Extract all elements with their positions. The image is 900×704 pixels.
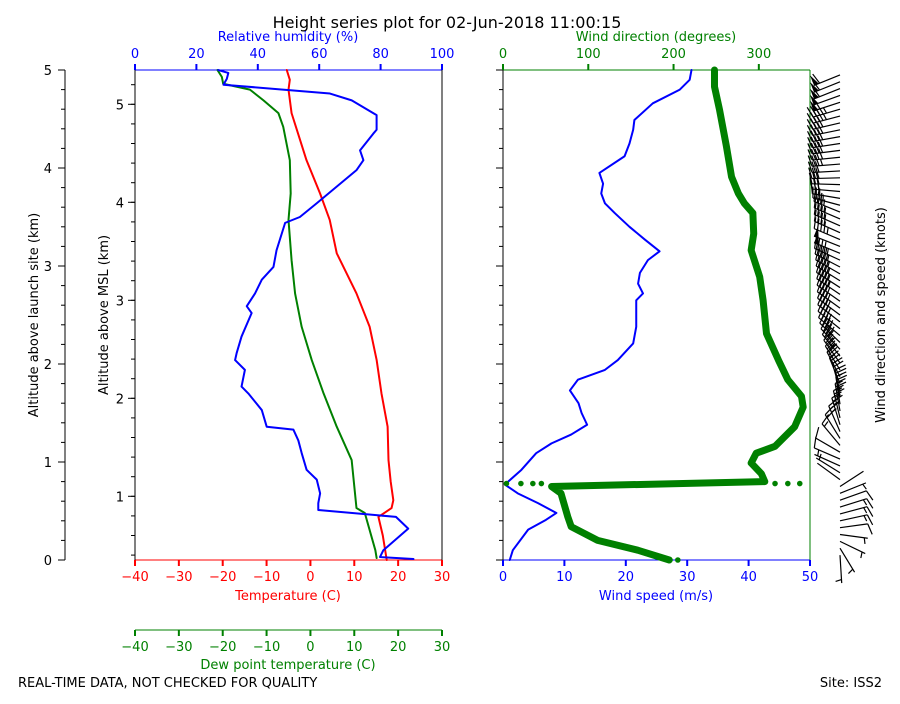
msl-tick-label: 4 bbox=[116, 196, 124, 211]
dewpoint-tick-label: −30 bbox=[165, 640, 192, 655]
wind-barb-full bbox=[867, 515, 872, 525]
wind-barb-half bbox=[864, 508, 867, 513]
wind-direction-point bbox=[772, 481, 778, 487]
wind-speed-tick-label: 20 bbox=[618, 570, 635, 585]
temperature-tick-label: 20 bbox=[390, 570, 407, 585]
temperature-tick-label: 10 bbox=[346, 570, 363, 585]
wind-direction-tick-label: 300 bbox=[746, 47, 771, 62]
rh-tick-label: 80 bbox=[372, 47, 389, 62]
dewpoint-line bbox=[217, 70, 376, 558]
rh-tick-label: 40 bbox=[250, 47, 267, 62]
wind-barb-half bbox=[827, 228, 828, 234]
rh-line bbox=[218, 70, 413, 559]
wind-direction-line bbox=[552, 70, 804, 560]
wind-barb-staff bbox=[840, 507, 867, 514]
dewpoint-tick-label: −20 bbox=[209, 640, 236, 655]
wind-barb-half bbox=[848, 569, 852, 573]
wind-speed-tick-label: 0 bbox=[499, 570, 507, 585]
wind-barb-half bbox=[864, 538, 865, 544]
wind-barb-full bbox=[868, 524, 872, 534]
wind-direction-tick-label: 200 bbox=[661, 47, 686, 62]
wind-barb-half bbox=[861, 552, 862, 558]
ylabel-msl: Altitude above MSL (km) bbox=[97, 235, 112, 395]
wind-direction-point bbox=[539, 481, 545, 487]
dewpoint-tick-label: −40 bbox=[121, 640, 148, 655]
wind-barb-half bbox=[818, 450, 819, 456]
temperature-tick-label: 0 bbox=[306, 570, 314, 585]
msl-tick-label: 1 bbox=[116, 490, 124, 505]
wind-barb-staff bbox=[840, 515, 867, 521]
agl-tick-label: 4 bbox=[44, 162, 52, 177]
wind-barb-staff bbox=[812, 137, 840, 142]
wind-barb-staff bbox=[840, 499, 867, 507]
footer-quality-note: REAL-TIME DATA, NOT CHECKED FOR QUALITY bbox=[18, 676, 317, 691]
wind-direction-tick-label: 0 bbox=[499, 47, 507, 62]
wind-barb-half bbox=[836, 580, 842, 582]
rh-tick-label: 0 bbox=[131, 47, 139, 62]
msl-tick-label: 2 bbox=[116, 392, 124, 407]
xlabel-wind-speed: Wind speed (m/s) bbox=[599, 589, 713, 604]
wind-direction-point bbox=[675, 557, 681, 563]
barb-label: Wind direction and speed (knots) bbox=[874, 207, 889, 423]
rh-tick-label: 20 bbox=[188, 47, 205, 62]
wind-barb-half bbox=[821, 160, 823, 166]
dewpoint-tick-label: 30 bbox=[434, 640, 451, 655]
wind-barb-staff bbox=[840, 524, 868, 528]
temperature-tick-label: −30 bbox=[165, 570, 192, 585]
wind-barb-half bbox=[864, 516, 867, 522]
agl-tick-label: 3 bbox=[44, 260, 52, 275]
msl-tick-label: 3 bbox=[116, 294, 124, 309]
xlabel-dewpoint: Dew point temperature (C) bbox=[200, 658, 375, 673]
wind-barb-staff bbox=[840, 541, 865, 553]
wind-speed-tick-label: 40 bbox=[740, 570, 757, 585]
wind-speed-tick-label: 10 bbox=[556, 570, 573, 585]
wind-barb-half bbox=[863, 500, 866, 505]
wind-direction-point bbox=[785, 481, 791, 487]
wind-barb-full bbox=[816, 427, 819, 438]
temperature-tick-label: −20 bbox=[209, 570, 236, 585]
ylabel-agl: Altitude above launch site (km) bbox=[27, 213, 42, 417]
wind-direction-tick-label: 100 bbox=[576, 47, 601, 62]
wind-barb-staff bbox=[840, 555, 842, 583]
dewpoint-tick-label: 10 bbox=[346, 640, 363, 655]
temperature-tick-label: 30 bbox=[434, 570, 451, 585]
wind-barb-staff bbox=[840, 535, 868, 539]
dewpoint-tick-label: −10 bbox=[253, 640, 280, 655]
wind-barb-half bbox=[824, 422, 828, 427]
wind-speed-tick-label: 50 bbox=[802, 570, 819, 585]
rh-tick-label: 100 bbox=[430, 47, 455, 62]
agl-tick-label: 1 bbox=[44, 456, 52, 471]
xlabel-temperature: Temperature (C) bbox=[234, 589, 341, 604]
wind-barb-staff bbox=[813, 130, 840, 136]
msl-tick-label: 5 bbox=[116, 98, 124, 113]
xlabel-rh: Relative humidity (%) bbox=[218, 30, 359, 45]
wind-barb-staff bbox=[840, 548, 855, 572]
wind-barb-staff bbox=[812, 184, 840, 185]
xlabel-wind-direction: Wind direction (degrees) bbox=[576, 30, 736, 45]
wind-barb-half bbox=[823, 108, 826, 113]
wind-direction-point bbox=[530, 481, 536, 487]
wind-barb-half bbox=[863, 484, 867, 489]
wind-barb-staff bbox=[840, 471, 863, 486]
wind-barb-staff bbox=[812, 178, 840, 179]
wind-barb-half bbox=[823, 114, 826, 119]
wind-direction-point bbox=[504, 481, 510, 487]
wind-speed-tick-label: 30 bbox=[679, 570, 696, 585]
temperature-tick-label: −10 bbox=[253, 570, 280, 585]
rh-tick-label: 60 bbox=[311, 47, 328, 62]
footer-site: Site: ISS2 bbox=[820, 676, 882, 691]
temperature-tick-label: −40 bbox=[121, 570, 148, 585]
dewpoint-tick-label: 0 bbox=[306, 640, 314, 655]
agl-tick-label: 0 bbox=[44, 554, 52, 569]
wind-direction-point bbox=[797, 481, 803, 487]
wind-direction-point bbox=[518, 481, 524, 487]
agl-tick-label: 5 bbox=[44, 64, 52, 79]
agl-tick-label: 2 bbox=[44, 358, 52, 373]
dewpoint-tick-label: 20 bbox=[390, 640, 407, 655]
temperature-line bbox=[287, 70, 394, 560]
